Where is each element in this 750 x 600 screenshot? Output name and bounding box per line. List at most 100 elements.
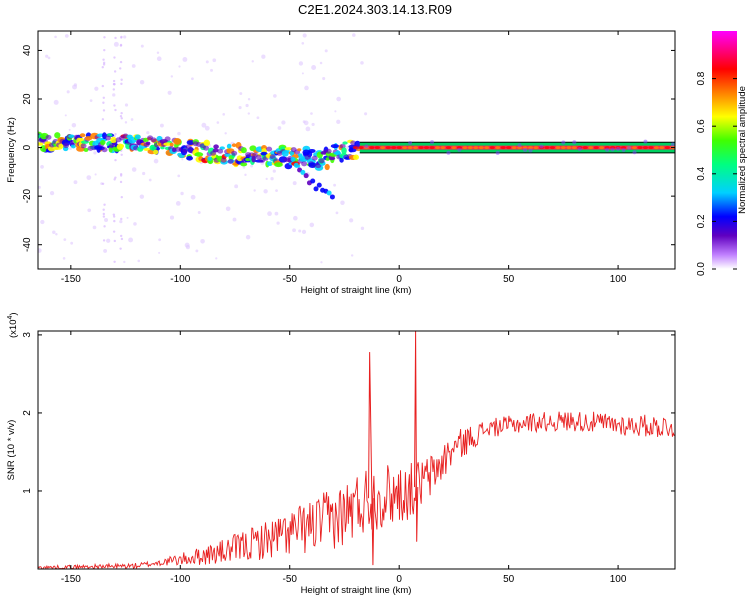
speckle <box>197 211 201 215</box>
streak-dot <box>113 70 117 73</box>
speckle <box>38 185 41 189</box>
speckle <box>185 244 191 250</box>
x-tick-label: 0 <box>396 274 402 285</box>
speckle <box>167 90 172 95</box>
spectrogram-y-ticks: -40 -20 0 20 40 <box>22 44 675 252</box>
spectral-blob <box>226 143 232 149</box>
line-core-blob <box>582 146 588 150</box>
y-tick-label: 20 <box>22 93 33 105</box>
streak-dot <box>114 132 117 136</box>
spectral-halo <box>318 158 325 164</box>
speckle <box>106 238 111 243</box>
speckle <box>205 60 209 64</box>
line-core-blob <box>533 146 539 150</box>
x-tick-label: -100 <box>170 274 190 285</box>
line-core-blob <box>593 146 599 150</box>
line-core-blob <box>456 146 462 150</box>
streak-dot <box>102 215 106 218</box>
speckle <box>261 54 266 59</box>
line-halo <box>577 147 582 152</box>
line-halo <box>528 148 533 153</box>
branch-blob <box>326 190 332 196</box>
line-halo <box>408 141 413 146</box>
speckle <box>156 56 162 62</box>
speckle <box>273 94 277 98</box>
line-core-blob <box>517 146 523 150</box>
line-halo <box>495 150 500 155</box>
streak-dot <box>112 213 116 216</box>
line-core-blob <box>511 146 517 150</box>
spectral-blob <box>194 152 204 157</box>
speckle <box>86 175 92 180</box>
speckle <box>169 215 175 220</box>
line-core-blob <box>642 146 648 150</box>
spectral-blob <box>84 136 93 141</box>
branch-blob <box>316 182 322 188</box>
speckle <box>53 99 59 105</box>
speckle <box>142 171 146 176</box>
line-core-blob <box>385 146 391 150</box>
x-tick-label: -50 <box>283 274 298 285</box>
streak-dot <box>101 182 105 185</box>
streak-dot <box>113 219 116 223</box>
speckle <box>64 114 67 117</box>
speckle <box>267 211 272 217</box>
line-halo <box>523 147 528 152</box>
speckle <box>40 219 45 225</box>
speckle <box>242 166 246 169</box>
spectral-blob <box>68 134 75 138</box>
speckle <box>352 33 356 37</box>
line-halo <box>446 150 451 155</box>
streak-dot <box>102 58 105 61</box>
spectral-halo <box>304 154 311 160</box>
x-tick-label: -50 <box>283 574 298 585</box>
streak-dot <box>114 36 117 40</box>
x-tick-label: -150 <box>61 274 81 285</box>
speckle <box>68 128 71 131</box>
branch-blob <box>290 156 296 162</box>
speckle <box>180 191 184 196</box>
streak-dot <box>119 67 122 70</box>
speckle <box>73 180 78 185</box>
spectral-blob <box>339 157 344 163</box>
speckle <box>239 92 243 96</box>
streak-dot <box>113 260 116 263</box>
streak-dot <box>112 82 116 86</box>
speckle <box>103 248 108 253</box>
speckle <box>305 126 311 132</box>
speckle <box>302 120 306 124</box>
spectral-blob <box>266 161 273 167</box>
y-tick-label: 0 <box>22 144 33 150</box>
line-core-blob <box>522 146 528 150</box>
speckle <box>277 126 282 130</box>
y-tick-label: -20 <box>22 188 33 203</box>
line-core-blob <box>560 146 566 150</box>
speckle <box>302 33 307 38</box>
speckle <box>212 58 217 63</box>
speckle <box>68 146 73 150</box>
spectral-halo <box>231 150 238 156</box>
spectral-blob <box>353 154 359 160</box>
speckle <box>320 261 323 264</box>
speckle <box>301 41 305 45</box>
speckle <box>146 131 150 135</box>
speckle <box>49 191 55 196</box>
spectral-blob <box>308 162 317 169</box>
speckle <box>333 183 337 187</box>
line-halo <box>632 150 637 155</box>
line-core-blob <box>434 146 440 150</box>
speckle <box>89 99 93 103</box>
line-core-blob <box>632 146 638 150</box>
speckle <box>256 116 260 120</box>
speckle <box>349 218 354 223</box>
streak-dot <box>119 174 123 177</box>
speckle <box>336 96 341 102</box>
speckle <box>216 121 220 124</box>
speckle <box>350 254 354 257</box>
speckle <box>139 79 145 85</box>
x-tick-label: -100 <box>170 574 190 585</box>
spectral-blob <box>110 136 117 144</box>
speckle <box>123 260 126 264</box>
line-core-blob <box>664 146 670 150</box>
streak-dot <box>114 108 117 112</box>
